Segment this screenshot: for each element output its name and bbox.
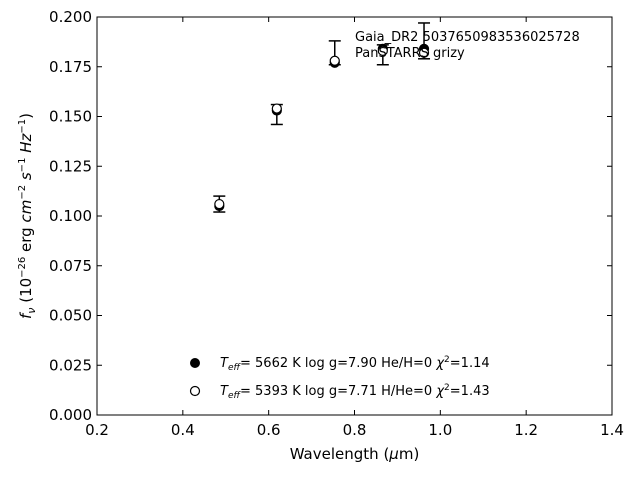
legend: Teff= 5662 K log g=7.90 He/H=0 χ2=1.14 T… — [189, 355, 490, 401]
axis-ticks: 0.2 0.4 0.6 0.8 1.0 1.2 1.4 0.000 0.025 0.050 0.07… — [49, 8, 624, 439]
y-tick-label: 0.125 — [49, 157, 92, 175]
y-axis-label: fν (10−26 erg cm−2 s−1 Hz−1) — [17, 113, 38, 319]
y-tick-label: 0.150 — [49, 108, 92, 126]
y-tick-label: 0.100 — [49, 207, 92, 225]
legend-marker-filled — [190, 358, 200, 368]
x-tick-label: 1.2 — [514, 421, 538, 439]
x-tick-label: 0.8 — [343, 421, 367, 439]
legend-entry-2: Teff= 5393 K log g=7.71 H/He=0 χ2=1.43 — [220, 383, 490, 401]
x-tick-label: 0.6 — [257, 421, 281, 439]
y-tick-label: 0.025 — [49, 356, 92, 374]
y-tick-label: 0.075 — [49, 257, 92, 275]
y-tick-label: 0.200 — [49, 8, 92, 26]
data-points — [214, 43, 430, 212]
model-point-open — [377, 45, 388, 56]
legend-marker-open — [189, 385, 201, 397]
model-point-open — [271, 103, 282, 114]
y-tick-label: 0.000 — [49, 406, 92, 424]
model-point-open — [329, 55, 340, 66]
annotation-source: Gaia_DR2 5037650983536025728 — [355, 30, 580, 45]
x-tick-label: 1.4 — [600, 421, 624, 439]
svg-text:fν (10−26 erg cm−2 s−1 Hz−1): fν (10−26 erg cm−2 s−1 Hz−1) — [17, 113, 38, 319]
x-axis-label: Wavelength (μm) — [290, 445, 420, 463]
annotation-filters: PanSTARRS grizy — [355, 46, 465, 61]
y-tick-label: 0.050 — [49, 307, 92, 325]
x-tick-label: 0.2 — [85, 421, 109, 439]
x-tick-label: 1.0 — [428, 421, 452, 439]
model-point-open — [418, 47, 430, 58]
y-tick-label: 0.175 — [49, 58, 92, 76]
x-tick-label: 0.4 — [171, 421, 195, 439]
model-point-open — [214, 198, 225, 210]
legend-entry-1: Teff= 5662 K log g=7.90 He/H=0 χ2=1.14 — [220, 355, 490, 373]
